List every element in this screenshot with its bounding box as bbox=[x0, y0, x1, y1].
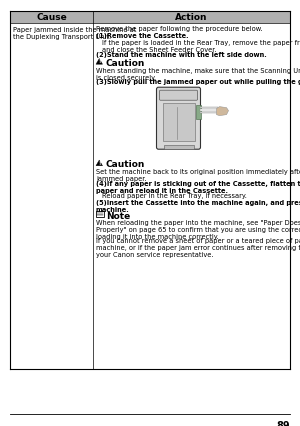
Bar bbox=[164, 146, 194, 150]
Text: Note: Note bbox=[106, 212, 130, 221]
Text: Paper jammed inside the machine at
the Duplexing Transport Unit.: Paper jammed inside the machine at the D… bbox=[13, 27, 136, 40]
FancyBboxPatch shape bbox=[157, 88, 200, 150]
Polygon shape bbox=[96, 59, 103, 65]
Text: (3)Slowly pull the jammed paper out while pulling the green cover toward you.: (3)Slowly pull the jammed paper out whil… bbox=[96, 79, 300, 85]
Text: Action: Action bbox=[175, 14, 208, 23]
Text: (2)Stand the machine with the left side down.: (2)Stand the machine with the left side … bbox=[96, 52, 267, 58]
Text: If you cannot remove a sheet of paper or a teared piece of paper inside the
mach: If you cannot remove a sheet of paper or… bbox=[96, 237, 300, 257]
Text: Cause: Cause bbox=[36, 14, 67, 23]
Text: Reload paper in the Rear Tray, if necessary.: Reload paper in the Rear Tray, if necess… bbox=[102, 193, 247, 199]
Bar bbox=[10, 12, 290, 24]
Text: !: ! bbox=[98, 160, 101, 165]
Text: (5)Insert the Cassette into the machine again, and press the OK button on the
ma: (5)Insert the Cassette into the machine … bbox=[96, 199, 300, 213]
Text: Remove the paper following the procedure below.: Remove the paper following the procedure… bbox=[96, 26, 262, 32]
Text: Caution: Caution bbox=[105, 160, 144, 169]
Polygon shape bbox=[217, 107, 229, 116]
Text: Set the machine back to its original position immediately after removing the
jam: Set the machine back to its original pos… bbox=[96, 168, 300, 181]
Bar bbox=[200, 107, 217, 109]
Text: (4)If any paper is sticking out of the Cassette, flatten the four corners of the: (4)If any paper is sticking out of the C… bbox=[96, 181, 300, 193]
Bar bbox=[200, 110, 217, 111]
Text: When reloading the paper into the machine, see "Paper Does Not Feed
Properly" on: When reloading the paper into the machin… bbox=[96, 219, 300, 239]
Bar bbox=[96, 212, 104, 218]
Bar bbox=[163, 104, 194, 142]
Bar bbox=[200, 112, 217, 114]
Text: !: ! bbox=[98, 59, 101, 64]
Text: 89: 89 bbox=[276, 420, 290, 426]
Bar bbox=[145, 86, 238, 158]
FancyBboxPatch shape bbox=[160, 91, 197, 101]
Polygon shape bbox=[96, 161, 103, 166]
Text: Caution: Caution bbox=[105, 58, 144, 68]
Text: When standing the machine, make sure that the Scanning Unit (Printer Cover)
is c: When standing the machine, make sure tha… bbox=[96, 67, 300, 81]
Bar bbox=[196, 105, 200, 119]
Text: If the paper is loaded in the Rear Tray, remove the paper from the Rear Tray
and: If the paper is loaded in the Rear Tray,… bbox=[102, 40, 300, 52]
Text: (1)Remove the Cassette.: (1)Remove the Cassette. bbox=[96, 33, 189, 39]
